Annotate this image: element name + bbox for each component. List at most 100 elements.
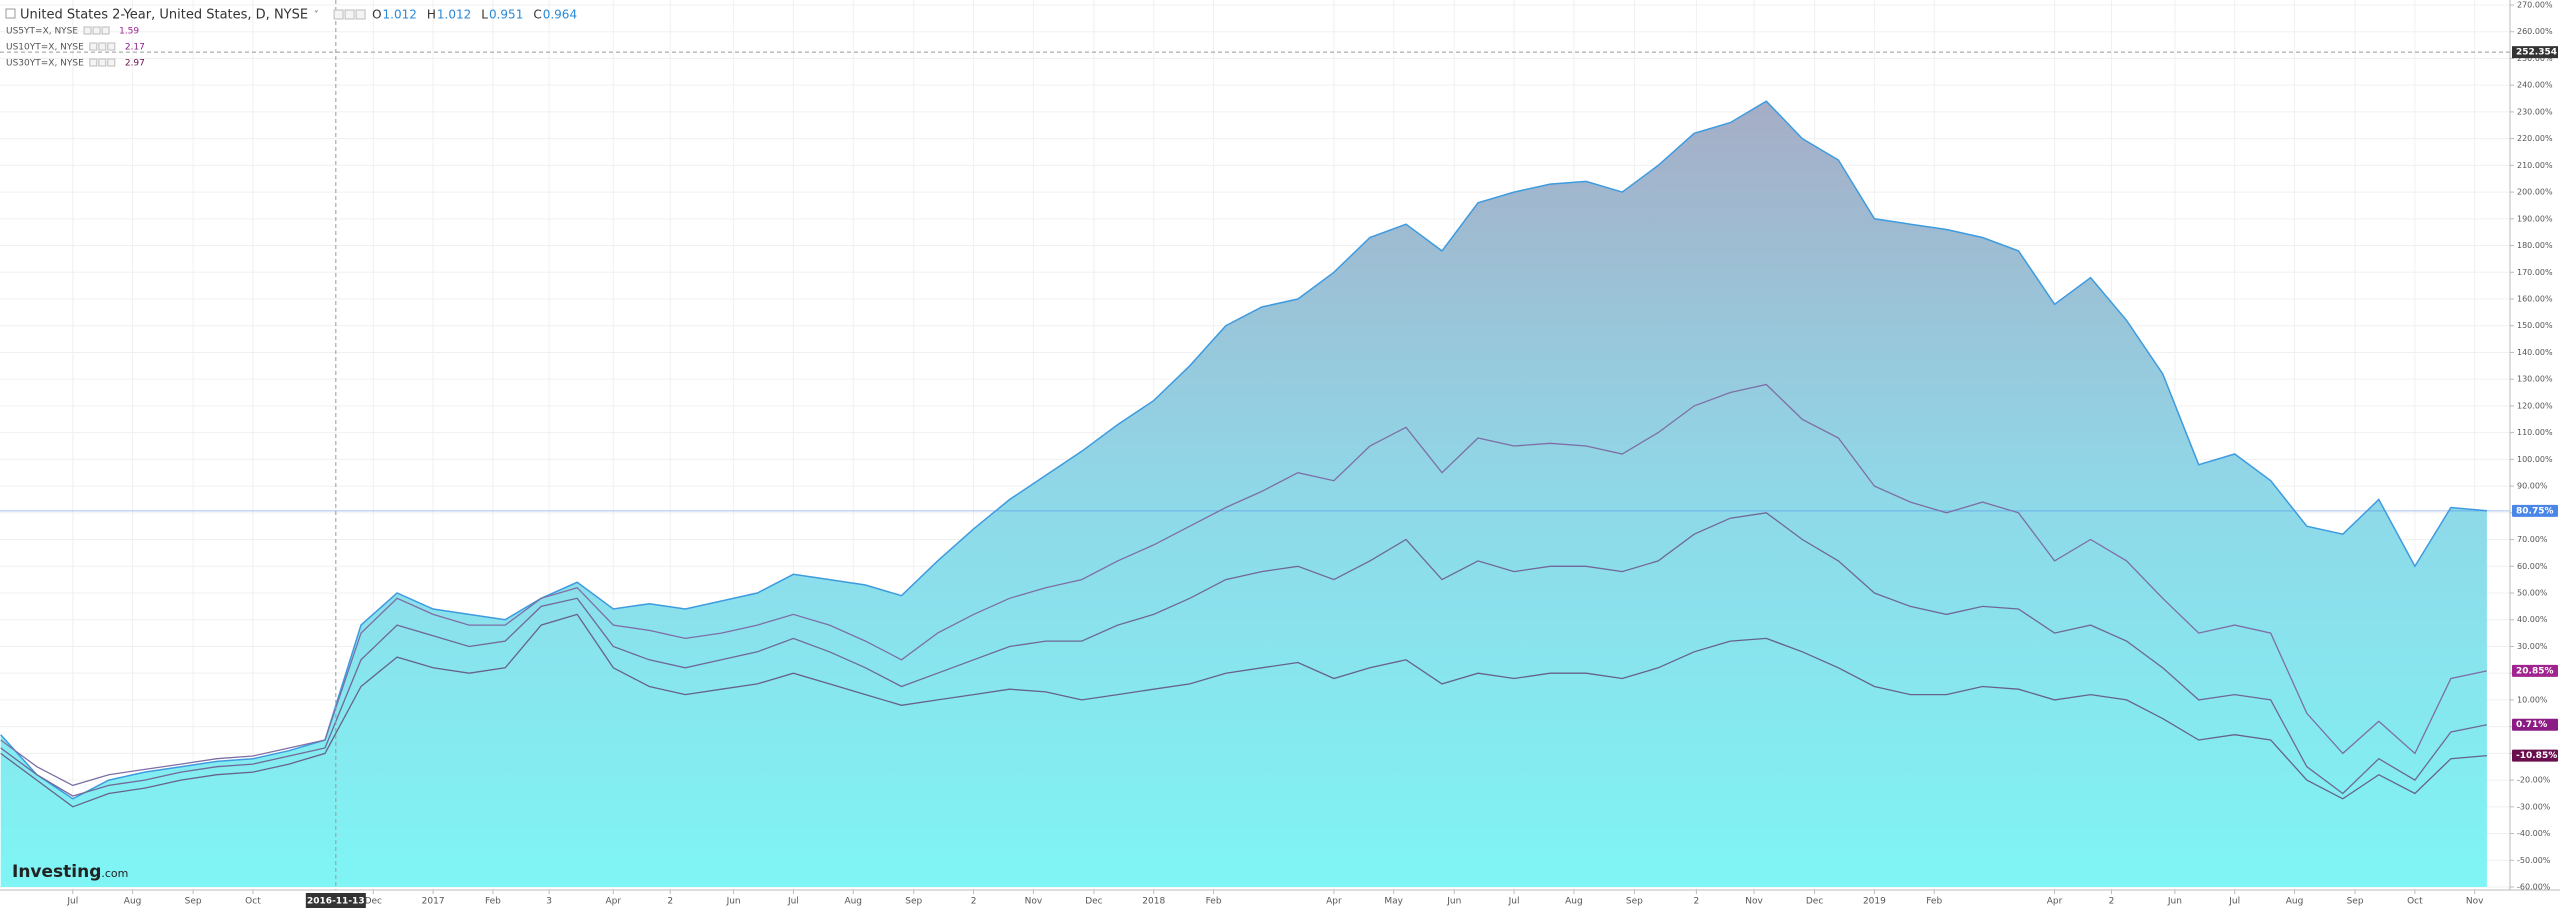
x-tick-label: Sep	[185, 897, 202, 907]
legend-entry: US10YT=X, NYSE	[6, 43, 84, 53]
x-tick-label: Dec	[1806, 897, 1823, 907]
series-line	[0, 512, 2488, 797]
last-value-badge	[2512, 504, 2558, 517]
plot	[0, 0, 2510, 890]
y-tick-label: 150.00%	[2517, 321, 2553, 330]
x-tick-label: Oct	[245, 897, 261, 907]
area-fill	[0, 101, 2487, 887]
y-tick-label: 90.00%	[2517, 482, 2548, 491]
ohlc-value: 0.964	[543, 8, 577, 22]
x-tick-label: Sep	[1626, 897, 1643, 907]
legend-entry: US5YT=X, NYSE	[6, 27, 78, 37]
y-tick-label: 10.00%	[2517, 695, 2548, 704]
x-tick-label: May	[1384, 897, 1403, 907]
y-tick-label: 40.00%	[2517, 615, 2548, 624]
x-tick-label: 2	[667, 897, 673, 907]
legend-caret: ˅	[314, 11, 319, 21]
legend-price: 1.59	[119, 27, 139, 37]
y-tick-label: -20.00%	[2517, 776, 2551, 785]
series-line	[0, 383, 2488, 787]
y-tick-label: -50.00%	[2517, 856, 2551, 865]
x-tick-label: Jun	[726, 897, 741, 907]
legend-button[interactable]	[83, 26, 92, 35]
x-tick-label: Aug	[844, 897, 862, 907]
last-value-label: 80.75%	[2516, 506, 2554, 516]
x-tick-label: Apr	[1326, 897, 1342, 907]
y-tick-label: 270.00%	[2517, 1, 2553, 10]
x-tick-label: Jul	[787, 897, 799, 907]
legend-price: 2.97	[125, 59, 145, 69]
legend-button[interactable]	[101, 26, 110, 35]
ohlc-key: H	[427, 8, 436, 22]
x-tick-label: Jul	[66, 897, 78, 907]
y-tick-label: 60.00%	[2517, 562, 2548, 571]
last-value-label: 0.71%	[2516, 720, 2547, 730]
legend-button[interactable]	[89, 58, 98, 67]
y-tick-label: 100.00%	[2517, 455, 2553, 464]
x-tick-label: Feb	[485, 897, 501, 907]
legend-button[interactable]	[333, 9, 344, 20]
y-tick-label: 240.00%	[2517, 81, 2553, 90]
legend-button[interactable]	[89, 42, 98, 51]
y-tick-label: 70.00%	[2517, 535, 2548, 544]
y-tick-label: -40.00%	[2517, 829, 2551, 838]
watermark-main: Investing	[12, 862, 101, 882]
crosshair-x-badge	[305, 893, 366, 908]
x-tick-label: 2017	[422, 897, 445, 907]
x-tick-label: Jun	[2167, 897, 2182, 907]
last-value-badge	[2512, 749, 2558, 762]
y-tick-label: 180.00%	[2517, 241, 2553, 250]
x-tick-label: Aug	[1565, 897, 1583, 907]
crosshair-y-label: 252.354	[2516, 48, 2557, 58]
legend-entry: US30YT=X, NYSE	[6, 59, 84, 69]
ohlc-key: C	[533, 8, 541, 22]
legend-button[interactable]	[344, 9, 355, 20]
y-tick-label: -60.00%	[2517, 883, 2551, 892]
y-tick-label: 160.00%	[2517, 295, 2553, 304]
x-tick-label: Aug	[2286, 897, 2304, 907]
x-tick-label: Feb	[1926, 897, 1942, 907]
legend-button[interactable]	[107, 58, 116, 67]
legend-button[interactable]	[98, 58, 107, 67]
watermark: Investing .com	[12, 862, 128, 882]
y-tick-label: 230.00%	[2517, 107, 2553, 116]
x-tick-label: 2019	[1863, 897, 1886, 907]
ohlc-value: 0.951	[489, 8, 523, 22]
last-value-badge	[2512, 718, 2558, 731]
last-value-badge	[2512, 664, 2558, 677]
legend-button[interactable]	[355, 9, 366, 20]
crosshair-y-badge	[2512, 46, 2558, 59]
x-tick-label: Aug	[124, 897, 142, 907]
x-tick-label: Feb	[1206, 897, 1222, 907]
y-tick-label: 170.00%	[2517, 268, 2553, 277]
y-tick-label: 200.00%	[2517, 188, 2553, 197]
legend-price: 2.17	[125, 43, 145, 53]
y-tick-label: 110.00%	[2517, 428, 2553, 437]
y-tick-label: 220.00%	[2517, 134, 2553, 143]
legend-button[interactable]	[92, 26, 101, 35]
y-tick-label: 210.00%	[2517, 161, 2553, 170]
legend-button[interactable]	[107, 42, 116, 51]
y-tick-label: 190.00%	[2517, 214, 2553, 223]
ohlc-key: L	[481, 8, 488, 22]
legend-title: United States 2-Year, United States, D, …	[20, 8, 308, 23]
last-value-label: -10.85%	[2516, 751, 2557, 761]
x-tick-label: Dec	[365, 897, 382, 907]
legend: United States 2-Year, United States, D, …	[5, 8, 577, 69]
collapse-icon[interactable]	[5, 8, 16, 19]
y-tick-label: 140.00%	[2517, 348, 2553, 357]
legend-button[interactable]	[98, 42, 107, 51]
last-value-label: 20.85%	[2516, 666, 2554, 676]
series-line	[0, 100, 2487, 800]
x-tick-label: Sep	[2347, 897, 2364, 907]
y-tick-label: 30.00%	[2517, 642, 2548, 651]
crosshair-x-label: 2016-11-13	[307, 897, 365, 907]
x-tick-label: Jul	[1508, 897, 1520, 907]
x-tick-label: Dec	[1085, 897, 1102, 907]
ohlc-value: 1.012	[437, 8, 471, 22]
x-tick-label: Apr	[605, 897, 621, 907]
y-tick-label: 50.00%	[2517, 589, 2548, 598]
ohlc-key: O	[372, 8, 381, 22]
